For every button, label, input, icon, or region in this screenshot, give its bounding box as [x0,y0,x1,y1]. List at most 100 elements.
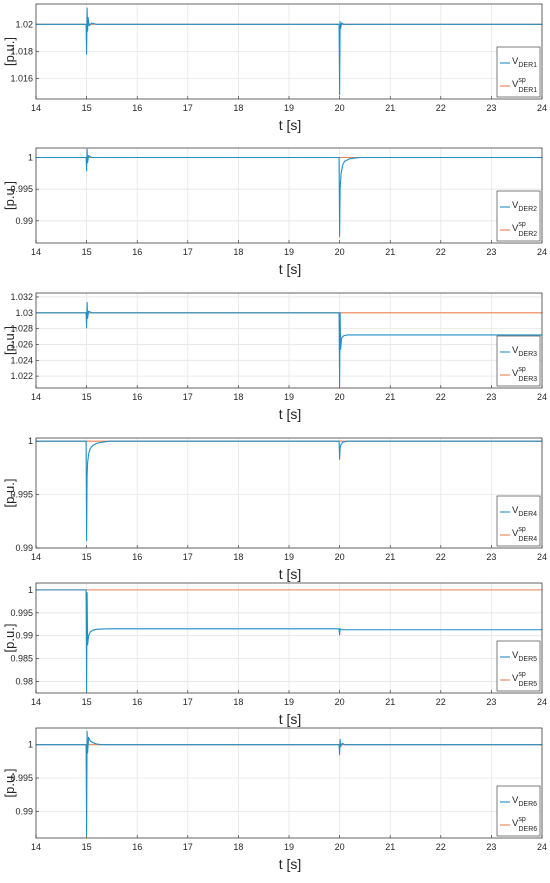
legend-box [496,335,541,387]
series-line-measured-3 [36,301,542,387]
x-tick-label: 19 [284,552,294,562]
y-axis-label: [p.u.] [2,769,17,798]
legend-entry-subscript: DER6 [519,826,538,833]
axes-box [35,292,543,389]
x-tick-label: 21 [385,842,395,852]
x-tick-label: 15 [82,103,92,113]
legend: V DER3 Vsp DER3 [496,335,541,387]
x-tick-label: 18 [233,247,243,257]
legend-entry-name: V [512,505,519,516]
x-tick-label: 16 [132,247,142,257]
legend-entry-superscript: sp [518,221,526,228]
x-tick-label: 16 [132,697,142,707]
x-tick-label: 18 [233,697,243,707]
x-tick-label: 22 [436,103,446,113]
legend-box [496,190,541,242]
legend-entry-subscript: DER2 [519,231,538,238]
legend-entry-name: V [512,673,519,684]
x-tick-label: 18 [233,392,243,402]
x-tick-label: 21 [385,552,395,562]
x-tick-label: 23 [486,842,496,852]
x-tick-label: 16 [132,552,142,562]
legend-entry: Vsp DER6 [512,816,537,833]
legend-entry-subscript: DER4 [519,536,538,543]
legend-entry-subscript: DER2 [518,206,537,213]
x-tick-label: 18 [233,552,243,562]
legend-entry-subscript: DER6 [518,801,537,808]
y-tick-label: 1.028 [10,324,33,334]
legend-entry-name: V [512,818,519,829]
legend-entry: VDER4 [512,505,537,518]
y-tick-label: 0.98 [15,677,33,687]
x-tick-label: 14 [31,103,41,113]
x-tick-label: 17 [183,103,193,113]
panel-1: 14 15 16 17 18 19 20 21 22 23 24 1.016 1.018 1.02 [p.u… [2,3,547,133]
x-tick-label: 15 [82,697,92,707]
x-tick-label: 19 [284,392,294,402]
x-tick-label: 24 [537,247,547,257]
x-axis-label: t [s] [279,261,302,277]
y-tick-label: 1 [28,153,33,163]
x-tick-label: 21 [385,247,395,257]
panel-2: 14 15 16 17 18 19 20 21 22 23 24 0.99 0.995 1 [p.u.] t … [2,147,547,277]
legend-entry-subscript: DER3 [518,351,537,358]
axes-box [35,147,543,244]
x-tick-label: 23 [486,392,496,402]
x-tick-label: 17 [183,552,193,562]
legend-entry: Vsp DER4 [512,526,537,543]
legend-entry-superscript: sp [518,816,526,823]
y-tick-label: 0.99 [15,631,33,641]
legend-box [496,640,541,692]
x-tick-label: 22 [436,697,446,707]
y-tick-label: 1 [28,585,33,595]
axes-box [35,3,543,100]
y-tick-label: 0.995 [10,773,33,783]
y-tick-label: 0.99 [15,216,33,226]
legend-entry-superscript: sp [518,77,526,84]
x-tick-label: 24 [537,842,547,852]
x-tick-label: 23 [486,697,496,707]
x-axis-label: t [s] [279,856,302,872]
x-tick-label: 17 [183,697,193,707]
y-tick-label: 1 [28,740,33,750]
legend-entry: Vsp DER3 [512,366,537,383]
panel-5: 14 15 16 17 18 19 20 21 22 23 24 0.98 0.985 0.99 0.995… [2,582,547,727]
legend-entry-name: V [512,79,519,90]
y-tick-label: 1.016 [10,74,33,84]
y-tick-label: 1.018 [10,47,33,57]
axes-box [35,437,543,549]
legend-entry: VDER2 [512,200,537,213]
legend-entry-subscript: DER1 [519,87,538,94]
legend-entry-superscript: sp [518,671,526,678]
x-tick-label: 20 [335,697,345,707]
y-tick-label: 1.032 [10,292,33,302]
y-tick-label: 0.99 [15,543,33,553]
x-tick-label: 21 [385,103,395,113]
legend-entry-name: V [512,368,519,379]
x-tick-label: 17 [183,392,193,402]
panel-4: 14 15 16 17 18 19 20 21 22 23 24 0.99 0.995 1 [p.u.] t … [2,436,547,582]
x-tick-label: 17 [183,247,193,257]
y-tick-label: 0.995 [10,490,33,500]
x-tick-label: 23 [486,552,496,562]
x-tick-label: 19 [284,103,294,113]
y-axis-label: [p.u.] [2,37,17,66]
legend: VDER2 Vsp DER2 [496,190,541,242]
legend-entry-superscript: sp [518,366,526,373]
y-axis-label: [p.u.] [2,624,17,653]
series-line-measured-2 [36,148,542,238]
x-tick-label: 14 [31,392,41,402]
x-tick-label: 15 [82,392,92,402]
x-tick-label: 16 [132,103,142,113]
series-line-measured-6 [36,730,542,836]
x-tick-label: 14 [31,697,41,707]
x-axis-label: t [s] [279,566,302,582]
x-tick-label: 21 [385,697,395,707]
legend-box [496,785,541,837]
legend-entry-name: V [512,223,519,234]
legend-entry-subscript: DER1 [518,62,537,69]
x-axis-label: t [s] [279,406,302,422]
